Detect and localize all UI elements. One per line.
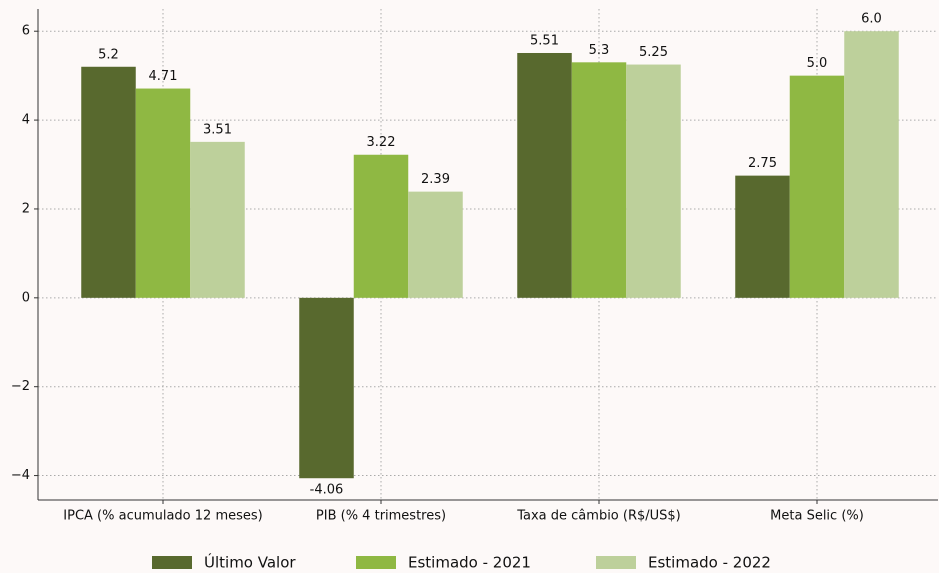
y-tick-label: −4	[11, 468, 30, 483]
value-label: -4.06	[310, 483, 344, 498]
bar	[844, 31, 899, 298]
legend-label: Estimado - 2022	[648, 554, 771, 572]
bar	[626, 64, 681, 298]
value-label: 3.22	[367, 135, 396, 150]
legend-label: Último Valor	[204, 553, 296, 572]
bar	[517, 52, 572, 298]
y-tick-label: 0	[22, 290, 30, 305]
bar	[571, 62, 627, 298]
value-label: 5.2	[98, 47, 119, 62]
x-tick-label: Meta Selic (%)	[770, 509, 864, 524]
value-label: 2.39	[421, 172, 450, 187]
value-label: 6.0	[861, 12, 882, 27]
y-tick-label: 4	[22, 113, 30, 128]
legend-swatch	[356, 556, 396, 569]
value-label: 5.25	[639, 45, 668, 60]
bar	[735, 175, 790, 298]
y-tick-label: −2	[11, 379, 30, 394]
bar	[789, 75, 845, 298]
x-tick-label: PIB (% 4 trimestres)	[316, 509, 446, 524]
y-tick-label: 6	[22, 24, 30, 39]
value-label: 3.51	[203, 122, 232, 137]
bar	[408, 191, 463, 298]
value-label: 2.75	[748, 156, 777, 171]
value-label: 5.0	[807, 56, 828, 71]
x-tick-label: Taxa de câmbio (R$/US$)	[516, 509, 681, 524]
bar	[299, 297, 354, 479]
bar	[81, 66, 136, 298]
bar	[135, 88, 191, 298]
legend-swatch	[596, 556, 636, 569]
value-label: 5.3	[589, 43, 610, 58]
y-tick-label: 2	[22, 201, 30, 216]
bar	[353, 154, 409, 298]
value-label: 4.71	[149, 69, 178, 84]
legend-label: Estimado - 2021	[408, 554, 531, 572]
legend-swatch	[152, 556, 192, 569]
bar	[190, 141, 245, 298]
value-label: 5.51	[530, 33, 559, 48]
x-tick-label: IPCA (% acumulado 12 meses)	[63, 509, 262, 524]
